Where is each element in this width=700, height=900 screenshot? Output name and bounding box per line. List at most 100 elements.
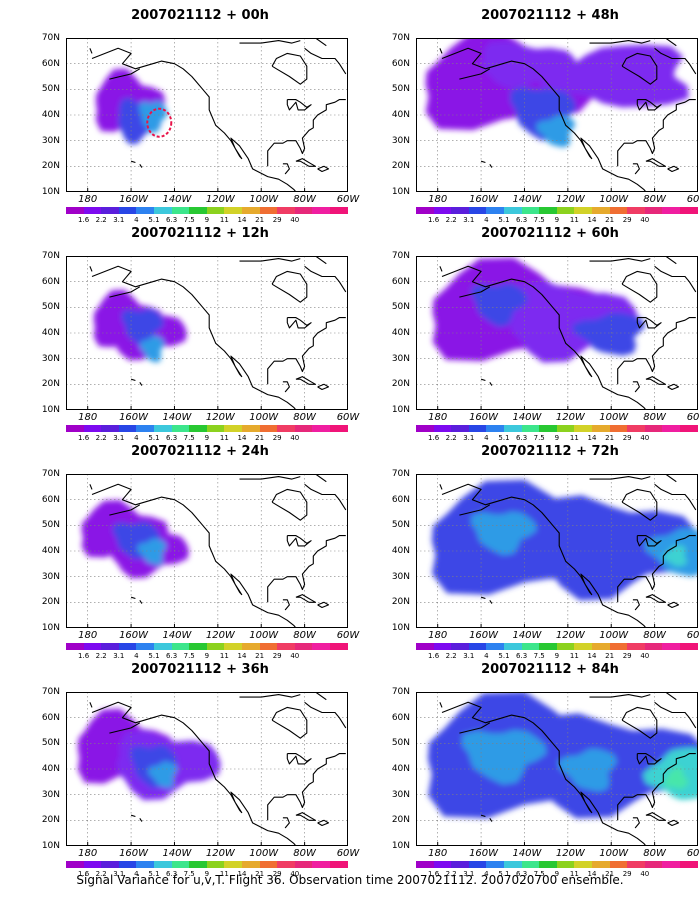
coastline bbox=[304, 701, 347, 729]
latitude-tick-label: 70N bbox=[41, 687, 60, 697]
colorbar-label: 2.2 bbox=[445, 870, 457, 878]
colorbar-swatch bbox=[539, 425, 557, 432]
colorbar-swatch bbox=[486, 207, 504, 214]
coastline bbox=[267, 317, 346, 385]
map-frame bbox=[416, 256, 698, 410]
colorbar-swatch bbox=[591, 207, 610, 214]
colorbar-label: 6.3 bbox=[166, 652, 178, 660]
latitude-tick-label: 10N bbox=[391, 841, 410, 851]
variance-contour bbox=[509, 280, 640, 363]
coastline bbox=[632, 163, 640, 175]
variance-contour bbox=[147, 761, 178, 789]
colorbar-swatch bbox=[679, 425, 698, 432]
map-panel: 2007021112 + 60h 70N 60N 50N 40N 30N 20N 10N 180… bbox=[380, 224, 700, 442]
latitude-tick-label: 70N bbox=[391, 33, 410, 43]
colorbar-swatch bbox=[627, 643, 645, 650]
latitude-tick-label: 50N bbox=[391, 302, 410, 313]
coastline bbox=[130, 814, 136, 818]
colorbar-label: 4 bbox=[484, 870, 489, 878]
longitude-tick-label: 80W bbox=[293, 848, 316, 859]
coastline bbox=[667, 383, 680, 391]
colorbar-label: 1.6 bbox=[428, 216, 440, 224]
colorbar-label: 5.1 bbox=[498, 434, 510, 442]
colorbar-label: 21 bbox=[605, 434, 615, 442]
coastline bbox=[589, 476, 651, 480]
longitude-tick-label: 160W bbox=[119, 630, 149, 641]
colorbar-swatch bbox=[433, 207, 452, 214]
colorbar-swatch bbox=[416, 861, 434, 868]
colorbar-swatch bbox=[83, 643, 102, 650]
colorbar-label: 7.5 bbox=[183, 434, 195, 442]
longitude-tick-label: 160W bbox=[469, 848, 499, 859]
coastline bbox=[645, 594, 667, 603]
colorbar-swatch bbox=[83, 425, 102, 432]
coastline bbox=[617, 317, 696, 385]
colorbar-label: 14 bbox=[237, 216, 247, 224]
longitude-tick-label: 160W bbox=[469, 412, 499, 423]
coastline bbox=[282, 817, 290, 829]
colorbar-label: 1.6 bbox=[428, 434, 440, 442]
colorbar-swatch bbox=[662, 643, 680, 650]
colorbar bbox=[416, 643, 698, 650]
colorbar-label: 29 bbox=[272, 434, 282, 442]
colorbar-swatch bbox=[627, 425, 645, 432]
colorbar-swatch bbox=[83, 207, 102, 214]
coastline bbox=[286, 99, 312, 111]
map-panel: 2007021112 + 36h 70N 60N 50N 40N 30N 20N 10N 180… bbox=[30, 660, 370, 878]
coastline bbox=[293, 474, 327, 483]
map-area bbox=[66, 474, 348, 628]
map-frame bbox=[66, 256, 348, 410]
colorbar-swatch bbox=[451, 425, 469, 432]
colorbar-swatch bbox=[101, 861, 119, 868]
coastline bbox=[293, 38, 327, 47]
panel-title: 2007021112 + 48h bbox=[481, 8, 619, 23]
coastline bbox=[617, 99, 696, 167]
colorbar-swatch bbox=[521, 425, 540, 432]
colorbar-swatch bbox=[644, 425, 663, 432]
latitude-tick-label: 50N bbox=[41, 520, 60, 531]
colorbar-label: 9 bbox=[554, 216, 560, 224]
colorbar-label: 3.1 bbox=[113, 870, 125, 878]
colorbar-swatch bbox=[294, 861, 313, 868]
colorbar-label: 7.5 bbox=[183, 652, 195, 660]
colorbar-label: 29 bbox=[622, 870, 632, 878]
longitude-tick-label: 60W bbox=[336, 630, 360, 641]
map-frame bbox=[416, 692, 698, 846]
colorbar-swatch bbox=[329, 425, 348, 432]
colorbar-label: 14 bbox=[587, 652, 597, 660]
coastline bbox=[632, 817, 640, 829]
variance-contour bbox=[471, 283, 528, 327]
latitude-tick-label: 70N bbox=[41, 33, 60, 43]
latitude-tick-label: 20N bbox=[391, 161, 410, 172]
coastline bbox=[271, 270, 308, 303]
colorbar-label: 2.2 bbox=[445, 216, 457, 224]
colorbar-swatch bbox=[66, 207, 84, 214]
longitude-tick-label: 100W bbox=[599, 412, 629, 423]
coastline bbox=[239, 40, 301, 44]
coastline bbox=[459, 286, 491, 298]
colorbar-swatch bbox=[468, 425, 487, 432]
colorbar-swatch bbox=[433, 425, 452, 432]
map-panel: 2007021112 + 00h 70N 60N 50N 40N 30N 20N 10N 180… bbox=[30, 6, 370, 224]
panel-title: 2007021112 + 72h bbox=[481, 444, 619, 459]
coastline bbox=[489, 818, 493, 822]
variance-map bbox=[66, 38, 348, 192]
colorbar-swatch bbox=[189, 207, 207, 214]
colorbar-swatch bbox=[679, 207, 698, 214]
coastline bbox=[286, 317, 312, 329]
coastline bbox=[654, 47, 697, 75]
longitude-tick-label: 100W bbox=[249, 630, 279, 641]
colorbar bbox=[416, 207, 698, 214]
colorbar-label: 29 bbox=[272, 870, 282, 878]
colorbar-label: 11 bbox=[569, 652, 579, 660]
colorbar-label: 5.1 bbox=[498, 652, 510, 660]
coastline bbox=[304, 265, 347, 293]
coastline bbox=[636, 99, 662, 111]
longitude-tick-label: 60W bbox=[336, 848, 360, 859]
coastline bbox=[91, 701, 297, 846]
coastline bbox=[654, 701, 697, 729]
coastline bbox=[459, 504, 491, 516]
colorbar-label: 6.3 bbox=[516, 216, 528, 224]
colorbar-label: 21 bbox=[255, 870, 265, 878]
colorbar-label: 2.2 bbox=[95, 652, 107, 660]
